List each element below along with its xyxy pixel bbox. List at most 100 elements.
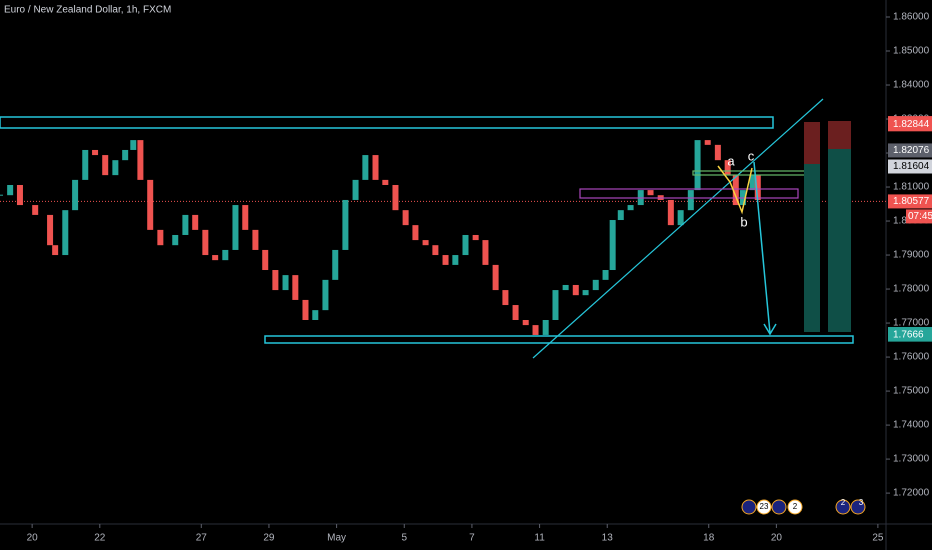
candle: [502, 290, 509, 306]
candle: [372, 155, 379, 180]
candle: [552, 290, 559, 321]
candle: [172, 234, 179, 246]
candle: [382, 179, 389, 185]
candle: [232, 205, 239, 250]
candle: [122, 149, 129, 161]
candle: [412, 225, 419, 241]
candle: [202, 229, 209, 256]
candle: [282, 275, 289, 291]
x-tick-label: 11: [534, 533, 545, 544]
candle: [52, 245, 59, 256]
grid: [0, 16, 890, 528]
candle: [724, 160, 731, 176]
candle: [482, 240, 489, 265]
candle: [592, 279, 599, 291]
x-tick-label: 27: [196, 533, 208, 544]
candle: [32, 205, 39, 215]
candle: [532, 325, 539, 335]
x-tick-label: 13: [602, 533, 614, 544]
candle: [462, 234, 469, 256]
candle: [647, 190, 654, 196]
candle: [714, 144, 721, 161]
candle: [472, 234, 479, 241]
candle: [262, 249, 269, 271]
candle: [147, 179, 154, 230]
chart-title: Euro / New Zealand Dollar, 1h, FXCM: [4, 5, 171, 16]
x-tick-label: 20: [27, 533, 39, 544]
candle: [192, 214, 199, 230]
badge[interactable]: [835, 499, 851, 515]
candle: [112, 160, 119, 176]
candle: [562, 284, 569, 291]
candle: [222, 249, 229, 261]
y-tick-label: 1.86000: [893, 12, 930, 23]
wave-label: b: [740, 214, 747, 229]
resistance-zone: [0, 116, 774, 129]
candle: [322, 279, 329, 311]
candle: [582, 290, 589, 296]
candle: [72, 179, 79, 211]
candle: [754, 175, 761, 200]
badge[interactable]: [771, 499, 787, 515]
axis-labels: 1.72000 1.73000 1.74000 1.75000 1.76000 1.770…: [27, 12, 932, 544]
x-tick-label: 5: [401, 533, 407, 544]
candle: [667, 199, 674, 226]
price-label-bg: [888, 194, 932, 209]
arrow-head: [763, 323, 777, 336]
candle: [342, 199, 349, 250]
x-tick-label: 20: [771, 533, 783, 544]
badge[interactable]: [850, 499, 866, 515]
stop-zone: [804, 122, 820, 164]
price-label: 1.82844: [893, 119, 930, 130]
price-label: 1.81604: [893, 161, 930, 172]
y-tick-label: 1.75000: [893, 386, 930, 397]
candle: [157, 229, 164, 246]
purple-zone: [579, 188, 799, 199]
badge-count: 2: [793, 502, 798, 511]
candle: [130, 140, 137, 150]
candle: [182, 214, 189, 235]
candles: [0, 140, 761, 335]
event-badges: 23 2 2 3: [741, 498, 866, 515]
candle: [442, 255, 449, 265]
candle: [47, 214, 54, 246]
x-tick-label: 29: [263, 533, 275, 544]
badge-count: 23: [760, 502, 769, 511]
x-tick-label: 18: [703, 533, 715, 544]
candle: [609, 220, 616, 271]
x-tick-label: 22: [94, 533, 106, 544]
candle: [212, 255, 219, 261]
badge[interactable]: [787, 499, 803, 515]
y-tick-label: 1.81000: [893, 182, 930, 193]
candle: [362, 155, 369, 180]
candle: [452, 255, 459, 265]
x-tick-label: May: [327, 533, 346, 544]
candle: [617, 210, 624, 221]
y-tick-label: 1.74000: [893, 420, 930, 431]
candle: [7, 184, 14, 196]
candle: [432, 245, 439, 256]
candle: [242, 205, 249, 230]
candle: [62, 210, 69, 256]
y-tick-label: 1.77000: [893, 318, 930, 329]
countdown: 07:45: [908, 211, 932, 222]
countdown-bg: [906, 209, 932, 224]
y-tick-label: 1.84000: [893, 80, 930, 91]
candle: [292, 275, 299, 300]
candle: [572, 284, 579, 296]
candle: [522, 320, 529, 326]
candle: [137, 140, 144, 180]
badge[interactable]: [756, 499, 772, 515]
candle: [602, 270, 609, 280]
candle: [332, 249, 339, 280]
candle: [352, 179, 359, 200]
candle: [512, 305, 519, 321]
wave-label: c: [748, 148, 755, 163]
y-tick-label: 1.73000: [893, 454, 930, 465]
badge[interactable]: [741, 499, 757, 515]
price-label: 1.80577: [893, 196, 930, 207]
y-tick-label: 1.76000: [893, 352, 930, 363]
badge-count: 3: [859, 498, 864, 507]
